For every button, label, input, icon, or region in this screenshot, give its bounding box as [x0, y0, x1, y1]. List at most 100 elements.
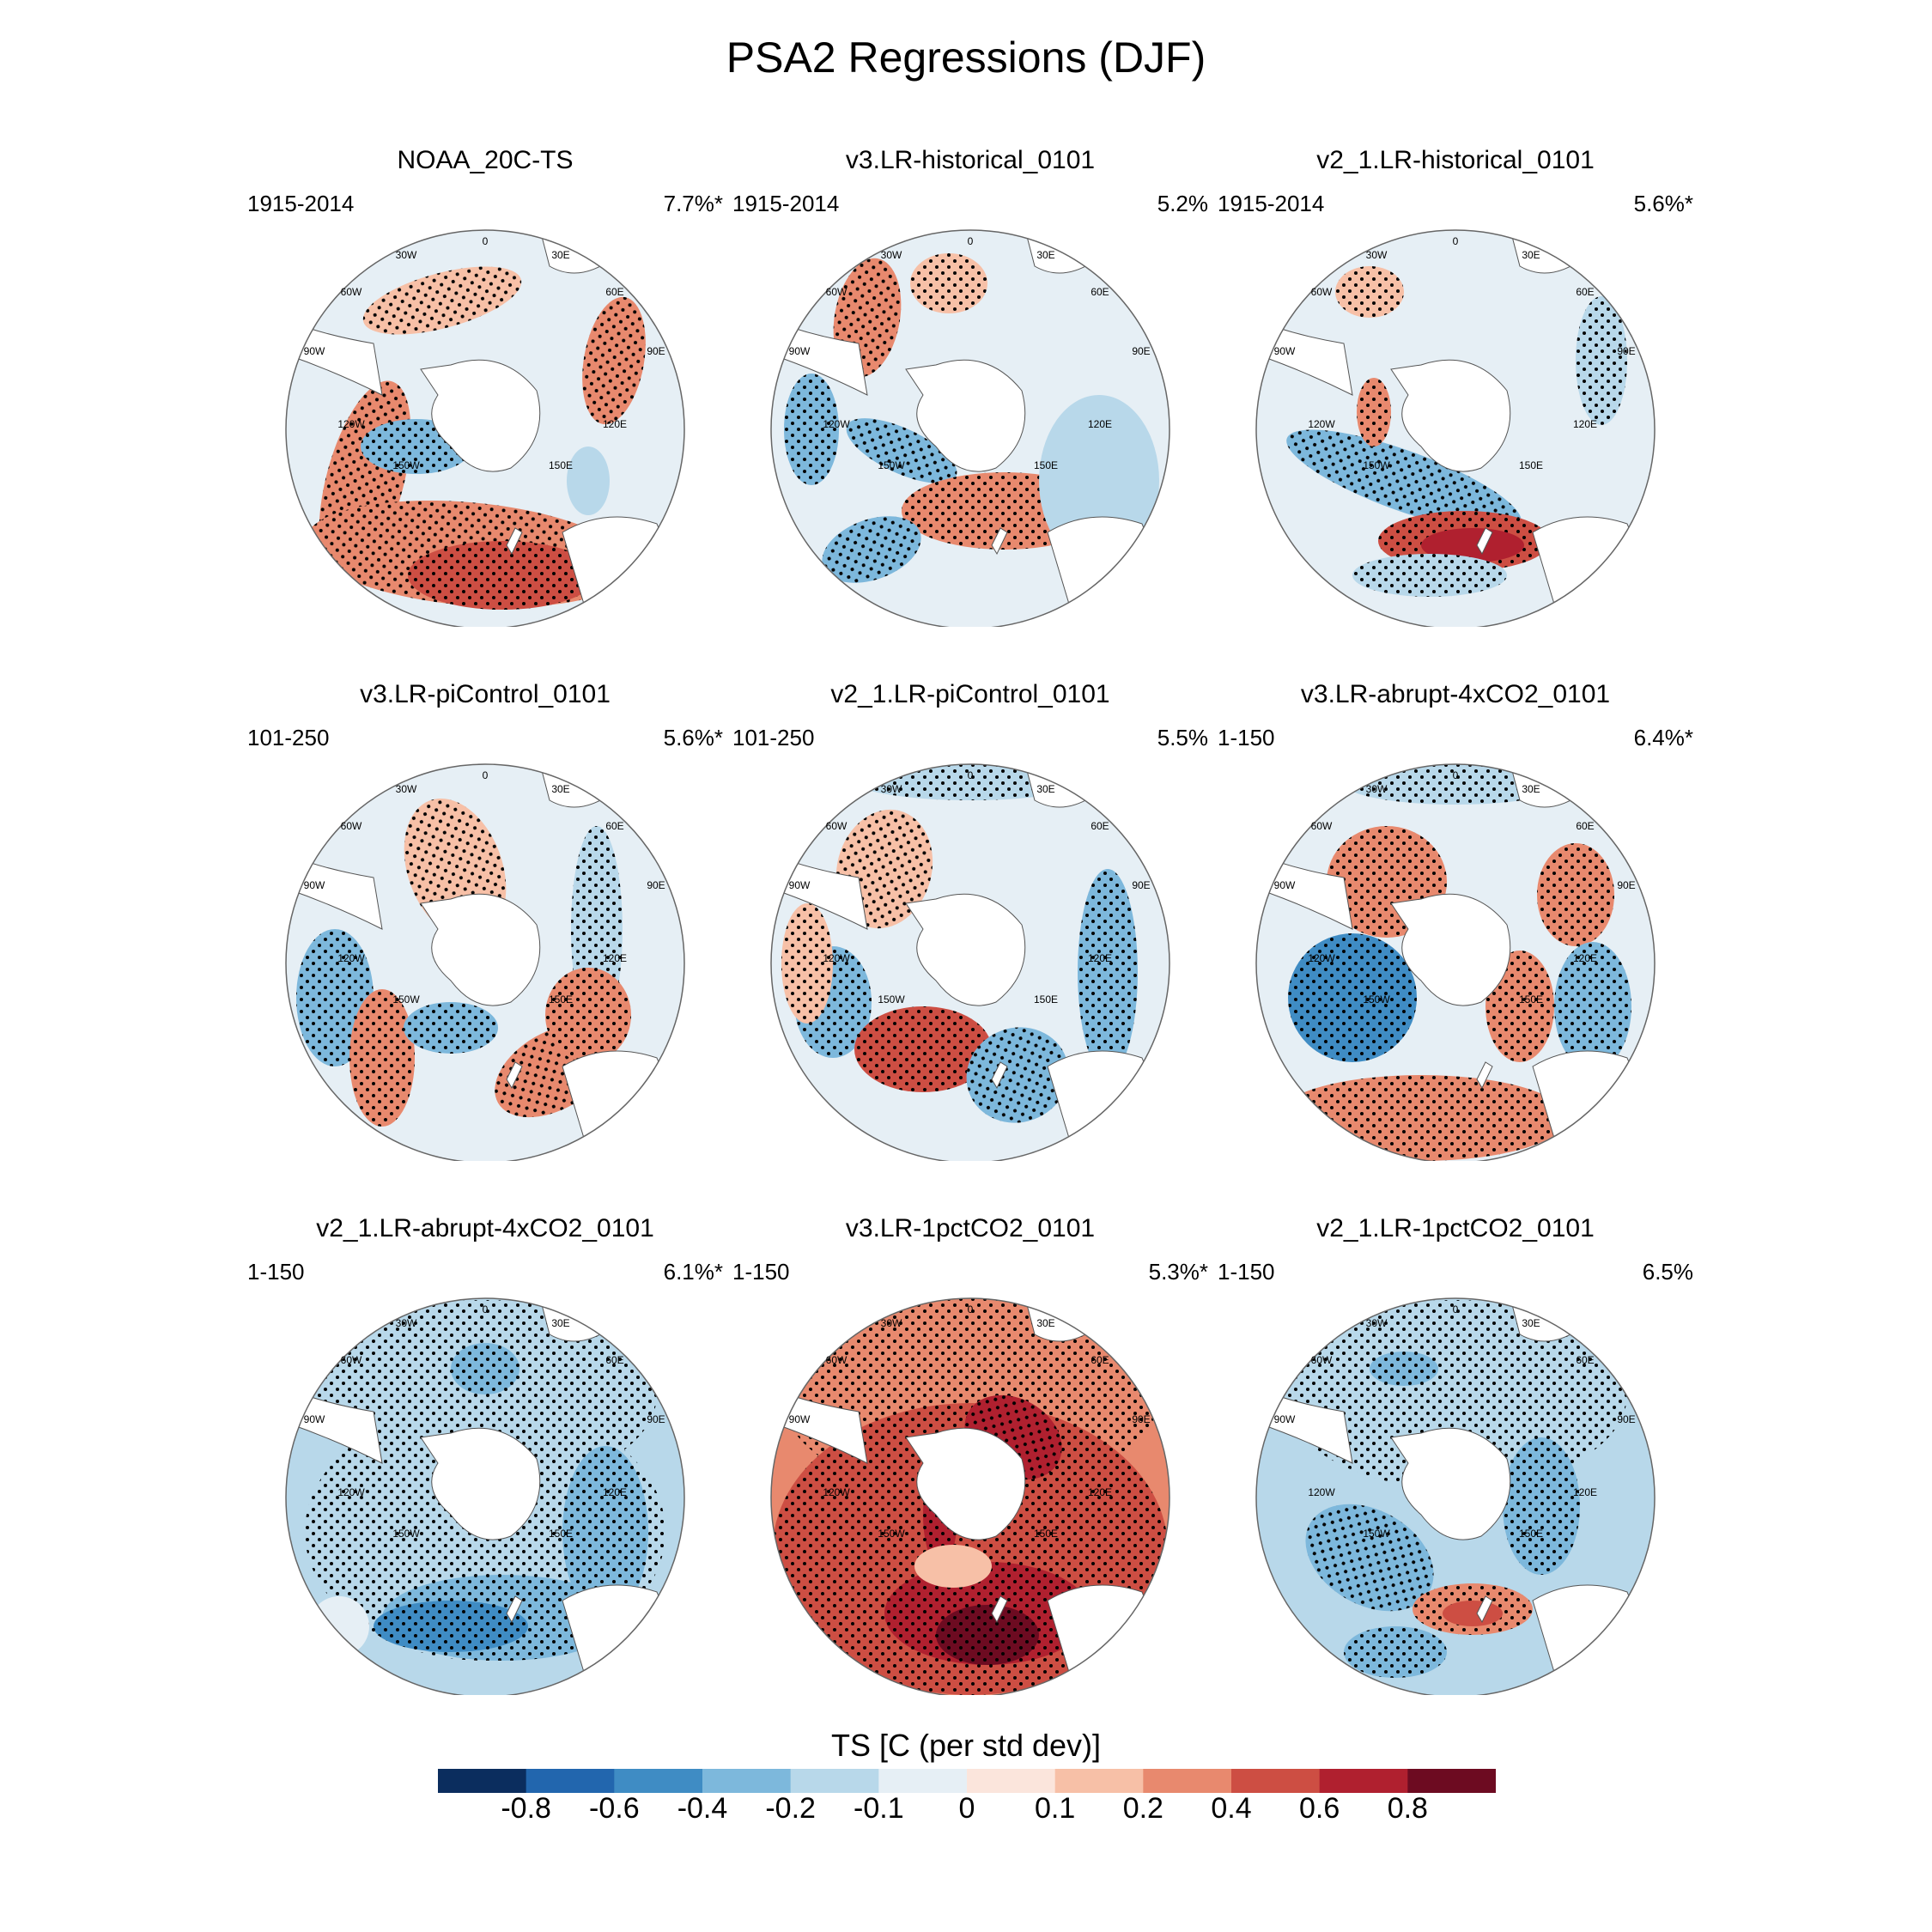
longitude-label: 150W	[878, 459, 905, 471]
significance-stippling	[846, 418, 957, 483]
significance-stippling	[910, 253, 987, 313]
map-border	[285, 1297, 685, 1695]
longitude-label: 30W	[1366, 1317, 1388, 1329]
panel-period: 1-150	[732, 1259, 790, 1285]
significance-stippling	[1352, 554, 1507, 597]
map-panel: v3.LR-piControl_0101 101-250 5.6%* 0 30E 60E 9…	[245, 680, 726, 1161]
significance-stippling	[362, 266, 522, 335]
map-border	[770, 229, 1170, 627]
longitude-label: 60E	[1576, 820, 1594, 832]
significance-stippling	[374, 1601, 528, 1652]
panel-variance-pct: 6.5%	[1642, 1259, 1693, 1285]
map-border	[1255, 1297, 1656, 1695]
colorbar-title: TS [C (per std dev)]	[830, 1728, 1102, 1763]
longitude-label: 60E	[605, 820, 623, 832]
longitude-label: 90E	[1617, 1413, 1635, 1425]
map-panel: v3.LR-abrupt-4xCO2_0101 1-150 6.4%* 0 30E 60E…	[1215, 680, 1696, 1161]
panel-variance-pct: 5.2%	[1157, 191, 1208, 216]
significance-stippling	[1078, 869, 1138, 1075]
colorbar-tick-label: 0.1	[1035, 1792, 1076, 1825]
significance-stippling	[582, 296, 646, 425]
longitude-label: 150W	[878, 993, 905, 1005]
longitude-label: 120W	[823, 952, 850, 964]
longitude-label: 150E	[549, 1528, 573, 1540]
longitude-label: 60E	[1091, 286, 1109, 298]
longitude-label: 150W	[392, 459, 420, 471]
longitude-label: 120E	[1088, 1486, 1112, 1498]
anomaly-region	[1443, 1601, 1503, 1626]
longitude-label: 60E	[1091, 1354, 1109, 1366]
antarctica-landmass	[905, 893, 1026, 1006]
longitude-label: 60W	[1311, 286, 1333, 298]
new-zealand-landmass	[991, 527, 1008, 556]
colorbar-swatch	[1319, 1769, 1408, 1793]
colorbar-swatch	[1407, 1769, 1496, 1793]
longitude-label: 30E	[551, 1317, 569, 1329]
polar-map: 030E60E90E120E150E180150W120W90W60W30W	[770, 1297, 1170, 1695]
colorbar-swatch	[702, 1769, 792, 1793]
new-zealand-landmass	[506, 1061, 523, 1090]
new-zealand-landmass	[991, 1595, 1008, 1624]
longitude-label: 120W	[337, 1486, 365, 1498]
longitude-label: 150W	[392, 993, 420, 1005]
significance-stippling	[1344, 1626, 1447, 1678]
new-zealand-landmass	[1476, 1595, 1493, 1624]
longitude-label: 120W	[823, 1486, 850, 1498]
antarctica-landmass	[905, 359, 1026, 472]
longitude-label: 90W	[1274, 879, 1296, 891]
longitude-label: 60W	[826, 1354, 848, 1366]
significance-stippling	[1357, 378, 1391, 447]
longitude-label: 60W	[1311, 820, 1333, 832]
colorbar-swatch	[1143, 1769, 1232, 1793]
panel-title: v3.LR-abrupt-4xCO2_0101	[1300, 680, 1611, 708]
significance-stippling	[562, 1446, 648, 1618]
new-zealand-landmass	[506, 1595, 523, 1624]
panel-title: v2_1.LR-1pctCO2_0101	[1316, 1214, 1595, 1242]
longitude-label: 120W	[337, 418, 365, 430]
panel-period: 1915-2014	[1218, 191, 1325, 216]
longitude-label: 150W	[392, 1528, 420, 1540]
map-border	[285, 763, 685, 1161]
new-zealand-landmass	[991, 1061, 1008, 1090]
longitude-label: 0	[483, 235, 489, 247]
longitude-label: 90W	[304, 1413, 325, 1425]
panel-variance-pct: 6.4%*	[1633, 725, 1693, 750]
colorbar-tick-label: 0	[958, 1792, 975, 1825]
antarctica-landmass	[1390, 359, 1511, 472]
longitude-label: 90W	[304, 879, 325, 891]
panel-period: 1-150	[247, 1259, 305, 1285]
significance-stippling	[781, 903, 833, 1024]
panel-period: 1-150	[1218, 725, 1275, 750]
antarctica-landmass	[1390, 1427, 1511, 1540]
longitude-label: 60W	[826, 820, 848, 832]
longitude-label: 30W	[1366, 249, 1388, 261]
map-border	[285, 229, 685, 627]
longitude-label: 30E	[1522, 783, 1540, 795]
longitude-label: 150W	[1363, 459, 1390, 471]
colorbar-swatch	[1231, 1769, 1321, 1793]
panel-period: 1-150	[1218, 1259, 1275, 1285]
longitude-label: 0	[968, 235, 974, 247]
africa-landmass	[538, 1298, 615, 1342]
significance-stippling	[349, 989, 415, 1127]
panel-variance-pct: 5.5%	[1157, 725, 1208, 750]
panel-period: 1915-2014	[732, 191, 840, 216]
longitude-label: 120W	[1308, 418, 1335, 430]
longitude-label: 30E	[1522, 1317, 1540, 1329]
anomaly-region	[1421, 528, 1524, 562]
africa-landmass	[1508, 764, 1585, 808]
panel-title: v2_1.LR-piControl_0101	[830, 680, 1110, 708]
longitude-label: 90E	[647, 1413, 665, 1425]
polar-map: 030E60E90E120E150E180150W120W90W60W30W	[770, 763, 1170, 1161]
panel-variance-pct: 5.6%*	[663, 725, 723, 750]
longitude-label: 90W	[304, 345, 325, 357]
colorbar-tick-label: 0.6	[1299, 1792, 1340, 1825]
longitude-label: 120E	[1573, 418, 1597, 430]
significance-stippling	[1576, 296, 1627, 425]
longitude-label: 120E	[603, 1486, 627, 1498]
colorbar-tick-label: 0.2	[1122, 1792, 1163, 1825]
map-panel: NOAA_20C-TS 1915-2014 7.7%* 0 30E 60E 90E 120E 1…	[245, 146, 726, 627]
panel-variance-pct: 7.7%*	[663, 191, 723, 216]
longitude-label: 120E	[1573, 952, 1597, 964]
antarctica-landmass	[420, 359, 541, 472]
